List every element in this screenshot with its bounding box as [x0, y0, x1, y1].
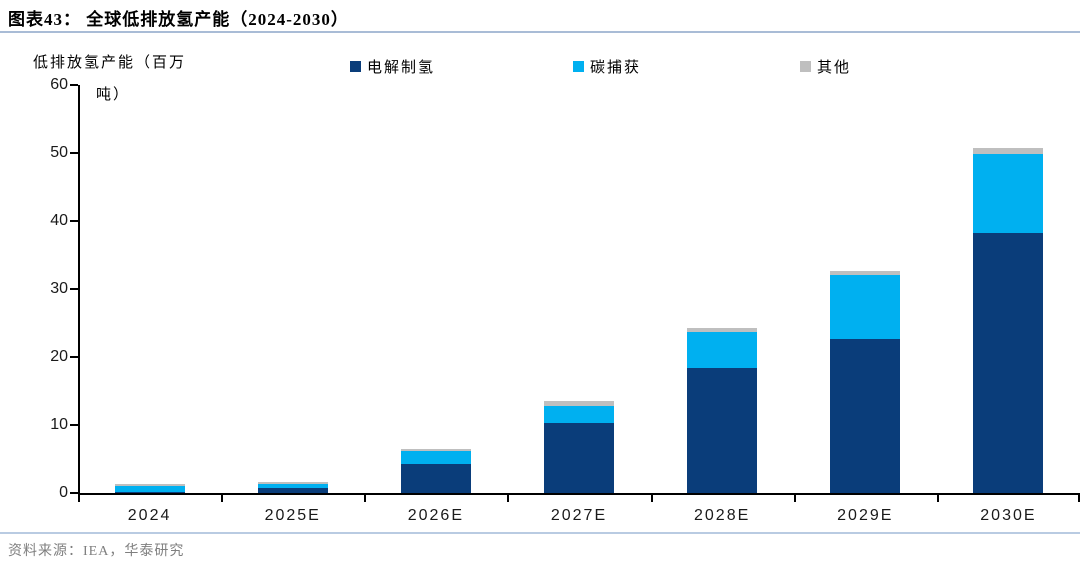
x-tick-label-2027E: 2027E — [550, 507, 608, 524]
title-divider — [0, 31, 1080, 33]
bar-segment-碳捕获-2030E — [973, 154, 1044, 233]
bar-segment-碳捕获-2028E — [687, 331, 758, 368]
x-tick-mark — [936, 495, 939, 502]
y-tick-label: 60 — [50, 76, 68, 93]
legend-label-electrolysis: 电解制氢 — [367, 60, 436, 76]
bar-segment-其他-2028E — [687, 327, 758, 332]
bar-segment-其他-2030E — [973, 147, 1044, 155]
x-tick-mark — [507, 495, 510, 502]
bar-segment-其他-2027E — [544, 400, 614, 406]
bar-segment-其他-2029E — [830, 271, 901, 275]
y-tick-mark — [70, 152, 78, 154]
bar-segment-碳捕获-2024 — [114, 485, 185, 493]
y-tick-mark — [70, 84, 78, 86]
legend-swatch-other-icon — [800, 61, 811, 72]
legend-item-other: 其他 — [800, 56, 851, 77]
y-tick-mark — [70, 492, 78, 494]
bar-segment-其他-2026E — [400, 448, 471, 451]
x-tick-label-2025E: 2025E — [264, 507, 321, 524]
x-tick-mark — [650, 495, 653, 502]
legend-swatch-electrolysis-icon — [350, 61, 361, 72]
legend-item-electrolysis: 电解制氢 — [350, 56, 435, 77]
bar-segment-电解制氢-2030E — [973, 232, 1044, 493]
source-note: 资料来源：IEA，华泰研究 — [8, 544, 185, 559]
bar-segment-电解制氢-2028E — [687, 367, 758, 493]
bar-segment-电解制氢-2024 — [114, 492, 185, 493]
y-tick-mark — [70, 220, 78, 222]
legend-swatch-carbon-capture-icon — [573, 61, 584, 72]
y-tick-label: 10 — [50, 416, 68, 433]
x-tick-mark — [793, 495, 796, 502]
x-axis-line — [78, 493, 1080, 495]
x-tick-label-2026E: 2026E — [407, 507, 464, 524]
legend-item-carbon-capture: 碳捕获 — [573, 56, 641, 77]
footer-divider — [0, 532, 1080, 534]
bar-segment-电解制氢-2026E — [400, 464, 471, 493]
x-tick-mark — [221, 495, 224, 502]
x-tick-label-2024: 2024 — [127, 507, 172, 524]
y-axis-unit-label-line2: 吨） — [96, 87, 131, 103]
bar-segment-电解制氢-2027E — [544, 422, 614, 493]
x-tick-label-2028E: 2028E — [694, 507, 751, 524]
y-tick-mark — [70, 424, 78, 426]
chart-title: 图表43： 全球低排放氢产能（2024-2030） — [8, 10, 349, 29]
x-tick-mark — [1078, 495, 1080, 502]
x-tick-label-2030E: 2030E — [980, 507, 1037, 524]
bar-segment-碳捕获-2027E — [544, 405, 614, 423]
y-tick-label: 0 — [59, 484, 68, 501]
bar-segment-电解制氢-2029E — [830, 338, 901, 493]
bar-segment-其他-2025E — [257, 482, 328, 485]
x-tick-mark — [364, 495, 367, 502]
x-tick-label-2029E: 2029E — [837, 507, 894, 524]
y-axis-line — [78, 85, 80, 495]
bar-segment-碳捕获-2029E — [830, 274, 901, 339]
legend-label-carbon-capture: 碳捕获 — [590, 60, 642, 76]
y-tick-label: 50 — [50, 144, 68, 161]
y-tick-label: 40 — [50, 212, 68, 229]
bar-segment-碳捕获-2026E — [400, 450, 471, 465]
legend-label-other: 其他 — [817, 60, 852, 76]
bar-segment-其他-2024 — [114, 484, 185, 486]
y-tick-label: 20 — [50, 348, 68, 365]
bar-segment-碳捕获-2025E — [257, 484, 328, 489]
y-tick-mark — [70, 288, 78, 290]
y-axis-unit-label-line1: 低排放氢产能（百万 — [33, 55, 187, 71]
y-tick-label: 30 — [50, 280, 68, 297]
bar-segment-电解制氢-2025E — [257, 488, 328, 493]
y-tick-mark — [70, 356, 78, 358]
x-tick-mark — [78, 495, 80, 502]
